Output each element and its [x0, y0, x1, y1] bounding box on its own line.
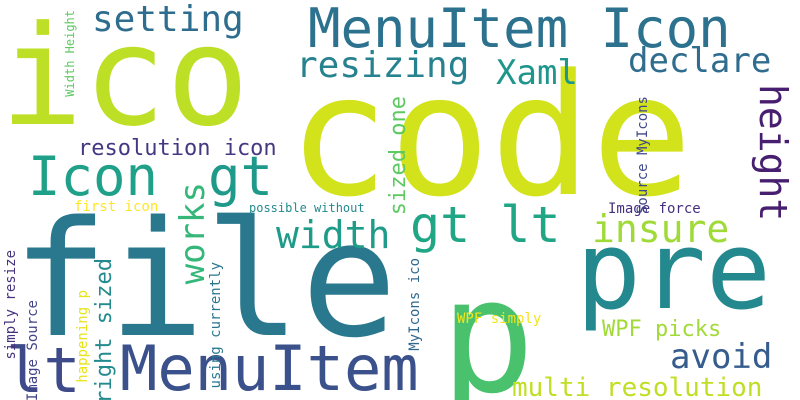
- word-happening-p: happening p: [75, 290, 91, 383]
- word-menuitem: MenuItem: [120, 332, 419, 400]
- word-pre: pre: [576, 209, 772, 334]
- word-gt-lt: gt lt: [410, 196, 561, 254]
- word-simply-resize: simply resize: [3, 250, 19, 360]
- word-works: works: [173, 182, 213, 285]
- word-resizing: resizing: [296, 45, 470, 86]
- word-right-sized: right sized: [92, 258, 117, 400]
- word-first-icon: first icon: [74, 199, 159, 215]
- word-wpf-picks: WPF picks: [602, 317, 722, 342]
- word-ico: ico: [0, 0, 250, 157]
- word-multi-resolution: multi resolution: [512, 373, 763, 400]
- word-menuitem-icon: MenuItem Icon: [308, 0, 731, 60]
- word-p: p: [440, 245, 536, 400]
- word-gt: gt: [208, 145, 274, 208]
- word-file: file: [12, 186, 398, 373]
- word-image-source: Image Source: [25, 300, 41, 400]
- word-height: height: [751, 84, 795, 222]
- word-sized-one: sized one: [386, 96, 411, 216]
- word-insure: insure: [592, 207, 730, 251]
- word-icon: Icon: [28, 145, 159, 208]
- word-xaml: Xaml: [496, 53, 578, 93]
- word-possible-without: possible without: [249, 201, 365, 215]
- word-using-currently: using currently: [208, 262, 224, 389]
- word-setting: setting: [92, 0, 244, 40]
- word-avoid: avoid: [670, 337, 773, 377]
- word-myicons-ico: MyIcons ico: [407, 258, 423, 351]
- word-resolution-icon: resolution icon: [78, 136, 277, 161]
- word-declare: declare: [628, 41, 772, 81]
- word-code: code: [288, 38, 693, 234]
- word-width: width: [276, 213, 391, 257]
- word-width-height: Width Height: [63, 10, 77, 97]
- word-wpf-simply: WPF simply: [457, 311, 542, 327]
- word-source-myicons: Source MyIcons: [635, 96, 651, 215]
- word-image-force: Image force: [608, 201, 701, 217]
- word-lt: lt: [6, 334, 81, 400]
